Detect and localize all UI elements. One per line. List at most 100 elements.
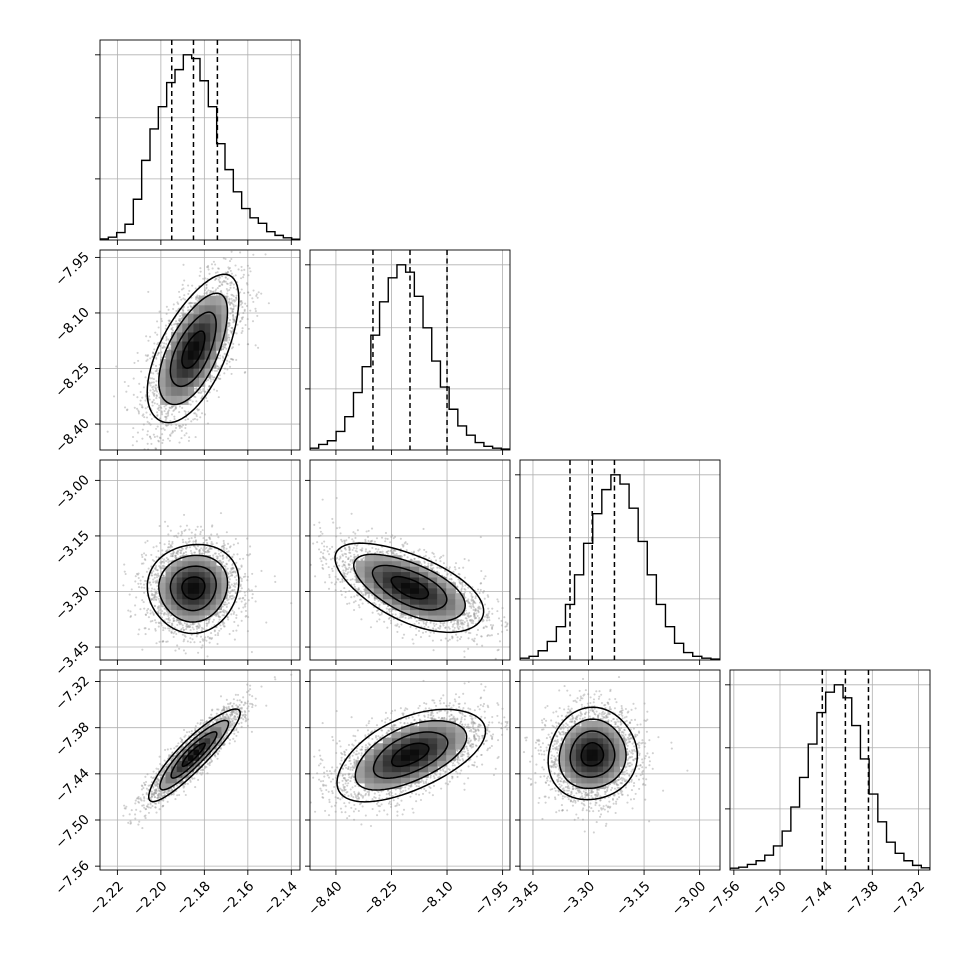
scatter-point [138,382,141,385]
scatter-point [228,297,231,300]
scatter-point [210,290,213,293]
scatter-point [181,633,184,636]
scatter-point [161,605,164,608]
density-cell [215,340,222,351]
scatter-point [158,436,161,439]
scatter-point [257,346,260,349]
scatter-point [221,348,224,351]
scatter-point [216,267,220,270]
scatter-point [148,581,151,584]
scatter-point [241,306,244,309]
scatter-point [167,409,171,412]
scatter-point [141,575,144,578]
scatter-point [164,419,167,422]
scatter-point [222,347,225,351]
scatter-point [194,540,197,543]
scatter-point [168,612,171,615]
scatter-point [252,300,255,303]
scatter-point [237,343,241,346]
scatter-point [148,398,151,401]
density-cell [187,322,195,333]
scatter-point [163,428,166,431]
scatter-point [131,444,134,447]
scatter-point [219,354,222,357]
scatter-point [182,628,185,632]
scatter-point [163,558,166,561]
scatter-point [186,418,190,421]
scatter-point [238,557,241,561]
scatter-point [210,542,213,545]
scatter-point [201,552,204,555]
scatter-point [218,367,221,370]
scatter-point [194,540,197,543]
scatter-point [162,605,165,608]
scatter-point [247,616,250,619]
scatter-point [260,292,263,295]
density-cell [171,359,178,369]
scatter-point [152,352,155,355]
scatter-point [185,432,188,435]
scatter-point [221,557,224,561]
scatter-point [149,437,152,440]
scatter-point [230,574,233,577]
scatter-point [146,355,149,358]
scatter-point [151,401,154,404]
scatter-point [202,548,205,551]
scatter-point [185,547,188,550]
scatter-point [153,573,156,576]
scatter-point [223,549,226,552]
scatter-point [134,604,137,607]
scatter-point [170,631,173,634]
scatter-point [170,631,173,634]
scatter-point [147,290,150,293]
scatter-point [223,625,226,628]
scatter-point [209,378,212,381]
scatter-point [206,635,210,638]
scatter-point [170,323,173,327]
scatter-point [172,552,175,555]
density-cell [187,368,195,378]
scatter-point [149,357,152,360]
density-cell [187,331,195,342]
scatter-point [156,585,159,588]
scatter-point [235,332,238,335]
scatter-point [240,288,243,291]
scatter-point [212,378,215,381]
scatter-point [183,298,187,301]
scatter-point [209,547,213,550]
scatter-point [227,581,231,584]
scatter-point [171,555,174,558]
scatter-point [174,407,177,410]
density-cell [160,386,167,396]
scatter-point [208,536,211,539]
scatter-point [167,617,171,620]
scatter-point [224,271,227,274]
scatter-point [247,343,250,346]
scatter-point [169,614,172,617]
scatter-point [175,309,178,312]
scatter-point [139,390,142,394]
scatter-point [216,365,219,368]
scatter-point [208,291,211,295]
scatter-point [154,591,157,594]
scatter-point [141,396,144,399]
scatter-point [134,575,137,578]
scatter-point [239,320,242,323]
density-cell [176,340,183,351]
scatter-point [183,294,186,297]
scatter-point [151,619,154,623]
scatter-point [222,548,225,551]
scatter-point [217,396,220,399]
scatter-point [161,422,164,425]
scatter-point [171,405,174,408]
scatter-point [180,312,183,315]
scatter-point [155,590,158,593]
scatter-point [175,423,178,426]
scatter-point [193,387,196,390]
scatter-point [219,624,222,627]
scatter-point [208,546,211,549]
scatter-point [163,561,166,564]
scatter-point [170,630,173,633]
scatter-point [218,285,221,288]
scatter-point [143,583,146,586]
